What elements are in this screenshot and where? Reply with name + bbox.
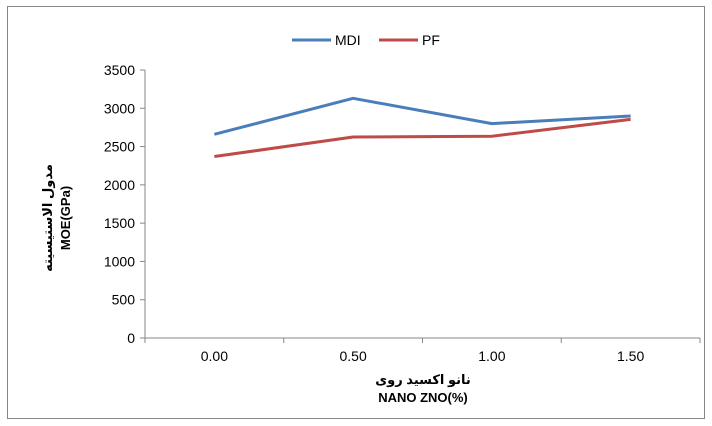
series-lines: [213, 96, 631, 159]
y-axis-title-fa: مدول الاستیسیته: [40, 164, 55, 272]
chart-border: [7, 6, 705, 419]
x-axis-title-fa: نانو اکسید روی: [375, 372, 471, 387]
x-tick-label: 1.50: [617, 348, 644, 364]
x-axis-title: NANO ZNO(%): [378, 390, 468, 405]
x-tick-label: 0.00: [201, 348, 228, 364]
x-tick-label: 0.50: [340, 348, 367, 364]
y-tick-label: 0: [127, 330, 135, 346]
y-tick-label: 500: [112, 292, 136, 308]
y-ticks: 0 500 1000 1500 2000 2500 3000 3500: [104, 62, 145, 346]
y-tick-label: 3500: [104, 62, 135, 78]
x-tick-label: 1.00: [478, 348, 505, 364]
series-line-pf: [214, 117, 631, 159]
legend-label-pf: PF: [422, 32, 440, 48]
legend-label-mdi: MDI: [335, 32, 361, 48]
y-tick-label: 2000: [104, 177, 135, 193]
series-line-mdi: [213, 96, 631, 136]
y-tick-label: 1500: [104, 215, 135, 231]
legend: MDI PF: [292, 32, 440, 48]
x-ticks: 0.00 0.50 1.00 1.50: [144, 338, 701, 364]
y-tick-label: 1000: [104, 253, 135, 269]
y-axis-title: MOE(GPa): [58, 186, 73, 250]
y-tick-label: 2500: [104, 139, 135, 155]
y-tick-label: 3000: [104, 100, 135, 116]
